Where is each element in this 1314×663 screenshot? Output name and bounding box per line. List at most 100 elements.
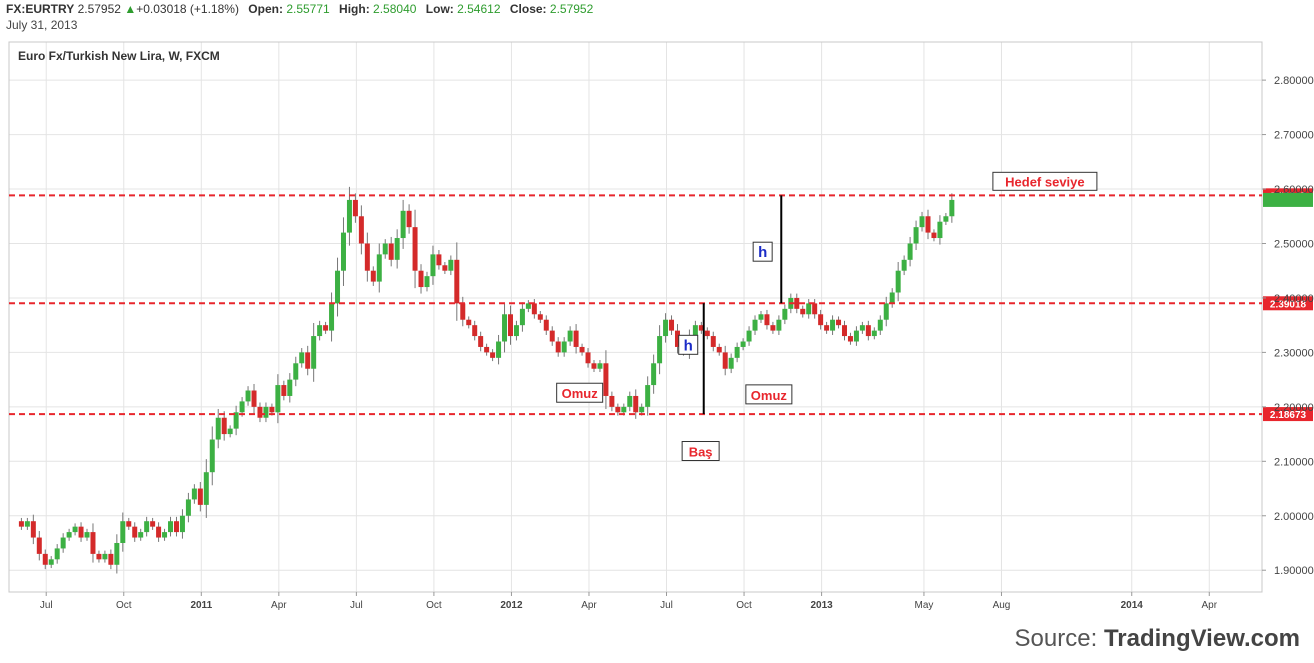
candle-body [645, 385, 651, 407]
candle-body [698, 325, 704, 331]
up-candle [496, 334, 502, 365]
down-candle [36, 531, 42, 561]
down-candle [543, 315, 549, 335]
up-candle [877, 315, 883, 335]
high-value: 2.58040 [373, 2, 417, 16]
candle-body [746, 330, 752, 342]
up-candle [937, 215, 943, 245]
up-candle [72, 523, 78, 536]
down-candle [323, 321, 329, 334]
candle-body [663, 319, 669, 337]
annotation-box [678, 334, 699, 355]
up-candle [913, 220, 919, 251]
candle-body [579, 346, 585, 353]
up-candle [513, 320, 519, 341]
y-tick-label: 2.60000 [1274, 184, 1314, 196]
up-candle [907, 236, 913, 267]
up-candle [185, 492, 191, 523]
candle-body [859, 325, 865, 331]
up-candle [317, 320, 323, 341]
candle-body [215, 417, 221, 440]
up-candle [382, 239, 388, 259]
level-price-tag [1263, 296, 1313, 311]
candle-body [132, 526, 138, 538]
down-candle [406, 204, 412, 234]
up-candle [340, 217, 346, 286]
down-candle [352, 193, 358, 223]
down-candle [794, 293, 800, 314]
candle-body [555, 341, 561, 353]
down-candle [609, 391, 615, 412]
x-tick-label: Jul [40, 600, 53, 611]
candle-body [299, 352, 305, 364]
level-price-label: 2.39018 [1270, 299, 1307, 310]
down-candle [442, 262, 448, 274]
candle-body [472, 325, 478, 337]
y-tick-label: 2.10000 [1274, 456, 1314, 468]
up-candle [895, 262, 901, 302]
up-candle [728, 353, 734, 374]
candle-body [627, 395, 633, 407]
annotation-label: Omuz [751, 388, 788, 403]
candle-body [317, 325, 323, 337]
down-candle [764, 309, 770, 330]
candle-body [639, 406, 645, 413]
down-candle [507, 305, 513, 345]
x-tick-label: Oct [426, 600, 442, 611]
down-candle [573, 324, 579, 354]
x-tick-label: May [914, 600, 933, 611]
up-candle [758, 311, 764, 323]
down-candle [221, 411, 227, 441]
current-price-tag [1263, 192, 1313, 207]
down-candle [841, 320, 847, 341]
candle-body [585, 352, 591, 364]
candle-body [794, 297, 800, 309]
up-candle [168, 516, 174, 537]
candle-body [311, 336, 317, 369]
down-candle [818, 309, 824, 330]
down-candle [585, 348, 591, 368]
candle-body [364, 243, 370, 271]
candle-body [78, 526, 84, 538]
down-candle [722, 345, 728, 376]
down-candle [460, 296, 466, 327]
candle-body [782, 308, 788, 320]
candle-body [830, 319, 836, 331]
down-candle [257, 402, 263, 423]
candle-body [591, 363, 597, 369]
down-candle [931, 229, 937, 242]
candle-body [716, 346, 722, 353]
down-candle [156, 522, 162, 542]
up-candle [293, 356, 299, 387]
candle-body [752, 319, 758, 331]
down-candle [358, 205, 364, 255]
candle-body [841, 325, 847, 337]
candle-body [156, 526, 162, 538]
candle-body [185, 499, 191, 516]
down-candle [674, 324, 680, 354]
candle-body [466, 319, 472, 326]
up-candle [525, 300, 531, 313]
up-candle [663, 313, 669, 343]
low-label: Low: [425, 2, 454, 16]
up-candle [215, 409, 221, 449]
candle-body [561, 341, 567, 353]
candle-body [138, 532, 144, 538]
candle-body [412, 227, 418, 271]
candle-body [287, 379, 293, 396]
candle-body [770, 325, 776, 331]
down-candle [108, 549, 114, 570]
up-candle [299, 348, 305, 368]
candle-body [603, 363, 609, 396]
down-candle [603, 350, 609, 410]
plot-frame [8, 41, 1263, 593]
candle-body [847, 336, 853, 342]
up-candle [311, 322, 317, 382]
down-candle [472, 320, 478, 341]
candle-body [18, 521, 24, 527]
candle-body [346, 199, 352, 233]
up-candle [806, 299, 812, 319]
up-candle [627, 391, 633, 412]
up-candle [752, 315, 758, 335]
